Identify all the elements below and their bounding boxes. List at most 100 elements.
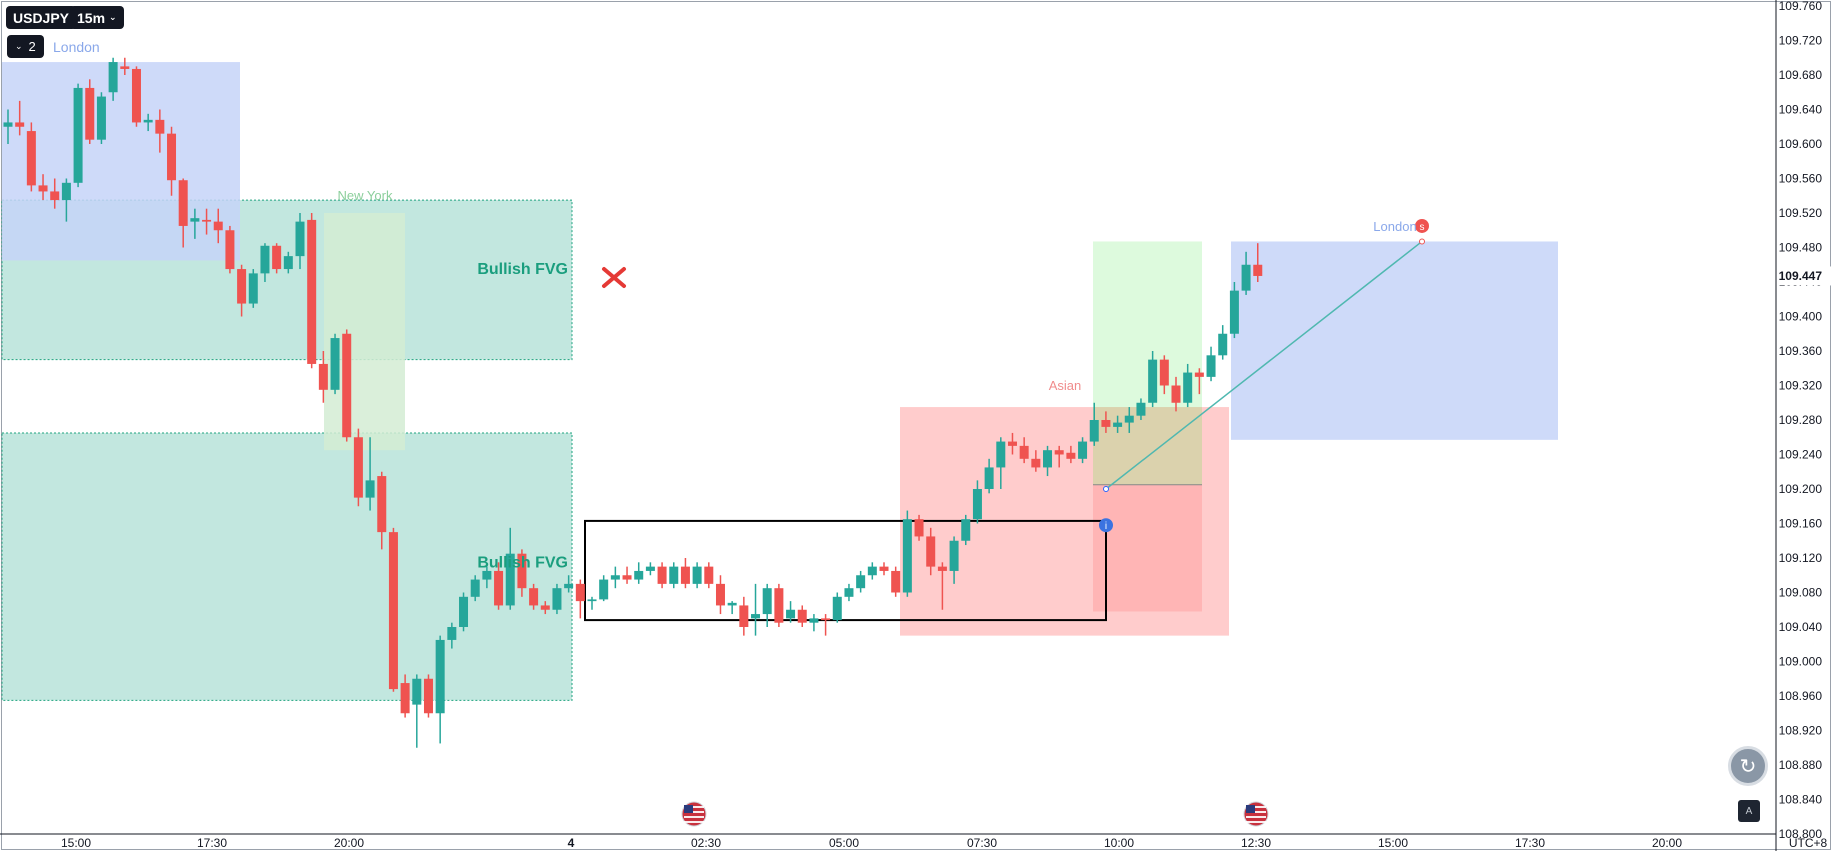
candle [1054,445,1064,468]
candle-body [295,221,305,257]
candle [1031,450,1041,472]
candle [1078,437,1088,464]
candle-body [1148,359,1158,403]
candle-body [73,87,83,183]
candle-body [1007,441,1017,446]
candle [342,329,352,442]
candle [353,428,363,507]
indicator-toggle[interactable]: ⌄ 2 [7,35,44,58]
candle [1124,407,1134,433]
price-tick-label: 109.240 [1779,448,1823,462]
candle-body [669,566,679,584]
price-tick-label: 109.720 [1779,34,1823,48]
candle [1229,282,1239,339]
candle [891,566,901,597]
candle [237,264,247,317]
candle-body [225,230,235,270]
interval-button[interactable]: 15m ⌄ [70,6,124,29]
time-tick-label: 02:30 [691,836,721,850]
candle [774,583,784,627]
candle [1148,351,1158,408]
candle-body [1066,452,1076,459]
candle-body [715,583,725,606]
candle [622,566,632,584]
symbol-button[interactable]: USDJPY [6,6,77,29]
stop-zone [1093,484,1202,612]
candle [657,562,667,589]
candle-body [1043,450,1053,468]
london-session-box [2,62,240,261]
candle-body [914,519,924,537]
asian-session-label: Asian [1049,378,1082,393]
candle [377,471,387,550]
london-session-label: London [1373,219,1416,234]
candle [295,213,305,270]
candle-body [237,269,247,304]
candle [225,225,235,274]
candle [949,536,959,584]
candle [587,596,597,610]
candle-body [984,467,994,489]
candle-body [1218,333,1228,356]
scroll-to-realtime-button[interactable]: ↻ [1728,746,1768,786]
time-tick-label: 12:30 [1241,836,1271,850]
time-tick-label: 07:30 [967,836,997,850]
price-tick-label: 109.560 [1779,172,1823,186]
candle-body [797,609,807,623]
flag-stripe [684,811,704,813]
candle-body [1229,290,1239,334]
candle-body [388,532,398,690]
candle-body [657,566,667,584]
fvg-label-lower: Bullish FVG [477,554,568,571]
current-price-badge [1776,266,1832,286]
candle [540,601,550,615]
price-tick-label: 109.520 [1779,206,1823,220]
candle [1159,355,1169,395]
candle [739,596,749,636]
flag-stripe [1246,806,1266,808]
candle-body [1124,415,1134,423]
time-tick-label: 20:00 [1652,836,1682,850]
candle-body [353,437,363,498]
flag-stripe [684,821,704,823]
flag-stripe [684,816,704,818]
candle [108,57,118,101]
candle-body [1253,264,1263,276]
candle-body [774,588,784,623]
candle-body [3,122,13,127]
candle-body [1113,422,1123,427]
candle-body [213,221,223,231]
candle-body [412,678,422,705]
candle [494,562,504,610]
candle-body [307,219,317,364]
candle-body [38,185,48,192]
candle [867,562,877,580]
candle [1043,445,1053,477]
candle [715,575,725,615]
candle-body [131,68,141,123]
candle-body [1031,458,1041,468]
price-tick-label: 109.600 [1779,137,1823,151]
auto-scale-button[interactable]: A [1738,800,1760,822]
candle-body [1194,372,1204,377]
candle-body [377,476,387,533]
flag-canton [684,805,693,813]
chevron-down-icon: ⌄ [109,12,117,22]
candle [423,674,433,718]
overlap-zone [1093,407,1202,485]
flag-stripe [684,806,704,808]
candle-body [143,119,153,123]
candle-body [1206,355,1216,377]
candle [914,514,924,541]
candle [1136,398,1146,420]
candle-body [365,480,375,498]
candle-body [821,618,831,621]
candle [470,575,480,602]
auto-scale-label: A [1745,805,1753,817]
price-tick-label: 109.040 [1779,620,1823,634]
candle-body [564,583,574,589]
candle [38,174,48,201]
price-tick-label: 108.880 [1779,758,1823,772]
candle [73,83,83,188]
